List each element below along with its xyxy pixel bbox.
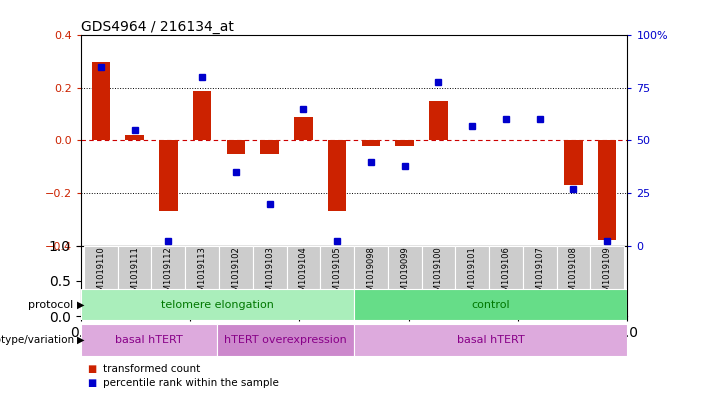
Bar xyxy=(151,246,185,289)
Text: GSM1019108: GSM1019108 xyxy=(569,246,578,302)
Bar xyxy=(118,246,151,289)
Text: GSM1019106: GSM1019106 xyxy=(501,246,510,302)
Bar xyxy=(81,324,217,356)
Text: ■: ■ xyxy=(88,364,97,375)
Bar xyxy=(217,324,354,356)
Text: GSM1019112: GSM1019112 xyxy=(164,246,173,302)
Bar xyxy=(253,246,287,289)
Bar xyxy=(590,246,624,289)
Bar xyxy=(84,246,118,289)
Text: GSM1019109: GSM1019109 xyxy=(603,246,612,302)
Text: ■: ■ xyxy=(88,378,97,388)
Text: GSM1019105: GSM1019105 xyxy=(333,246,341,302)
Bar xyxy=(354,324,627,356)
Text: GSM1019099: GSM1019099 xyxy=(400,246,409,302)
Text: percentile rank within the sample: percentile rank within the sample xyxy=(103,378,279,388)
Text: genotype/variation: genotype/variation xyxy=(0,335,77,345)
Bar xyxy=(294,117,313,140)
Bar xyxy=(226,140,245,154)
Bar xyxy=(557,246,590,289)
Text: GSM1019098: GSM1019098 xyxy=(367,246,375,302)
Text: GSM1019107: GSM1019107 xyxy=(535,246,544,302)
Bar xyxy=(429,101,448,140)
Text: hTERT overexpression: hTERT overexpression xyxy=(224,335,347,345)
Text: ▶: ▶ xyxy=(77,335,85,345)
Bar xyxy=(489,246,523,289)
Bar xyxy=(388,246,421,289)
Text: GDS4964 / 216134_at: GDS4964 / 216134_at xyxy=(81,20,233,34)
Bar xyxy=(193,90,212,140)
Text: basal hTERT: basal hTERT xyxy=(115,335,183,345)
Bar xyxy=(260,140,279,154)
Bar xyxy=(328,140,346,211)
Text: telomere elongation: telomere elongation xyxy=(161,299,274,310)
Bar xyxy=(395,140,414,146)
Bar xyxy=(354,246,388,289)
Bar xyxy=(354,289,627,320)
Text: GSM1019104: GSM1019104 xyxy=(299,246,308,302)
Bar xyxy=(362,140,380,146)
Bar xyxy=(523,246,557,289)
Bar xyxy=(421,246,455,289)
Text: protocol: protocol xyxy=(28,299,77,310)
Bar xyxy=(219,246,253,289)
Text: GSM1019110: GSM1019110 xyxy=(96,246,105,302)
Text: GSM1019101: GSM1019101 xyxy=(468,246,477,302)
Text: ▶: ▶ xyxy=(77,299,85,310)
Text: GSM1019111: GSM1019111 xyxy=(130,246,139,302)
Bar xyxy=(159,140,177,211)
Bar xyxy=(287,246,320,289)
Bar xyxy=(125,135,144,140)
Bar xyxy=(564,140,583,185)
Text: GSM1019113: GSM1019113 xyxy=(198,246,207,302)
Bar xyxy=(185,246,219,289)
Text: transformed count: transformed count xyxy=(103,364,200,375)
Text: basal hTERT: basal hTERT xyxy=(457,335,524,345)
Bar xyxy=(598,140,616,241)
Bar xyxy=(320,246,354,289)
Bar xyxy=(92,62,110,140)
Text: GSM1019102: GSM1019102 xyxy=(231,246,240,302)
Text: GSM1019100: GSM1019100 xyxy=(434,246,443,302)
Bar xyxy=(81,289,354,320)
Text: control: control xyxy=(471,299,510,310)
Bar xyxy=(455,246,489,289)
Text: GSM1019103: GSM1019103 xyxy=(265,246,274,302)
